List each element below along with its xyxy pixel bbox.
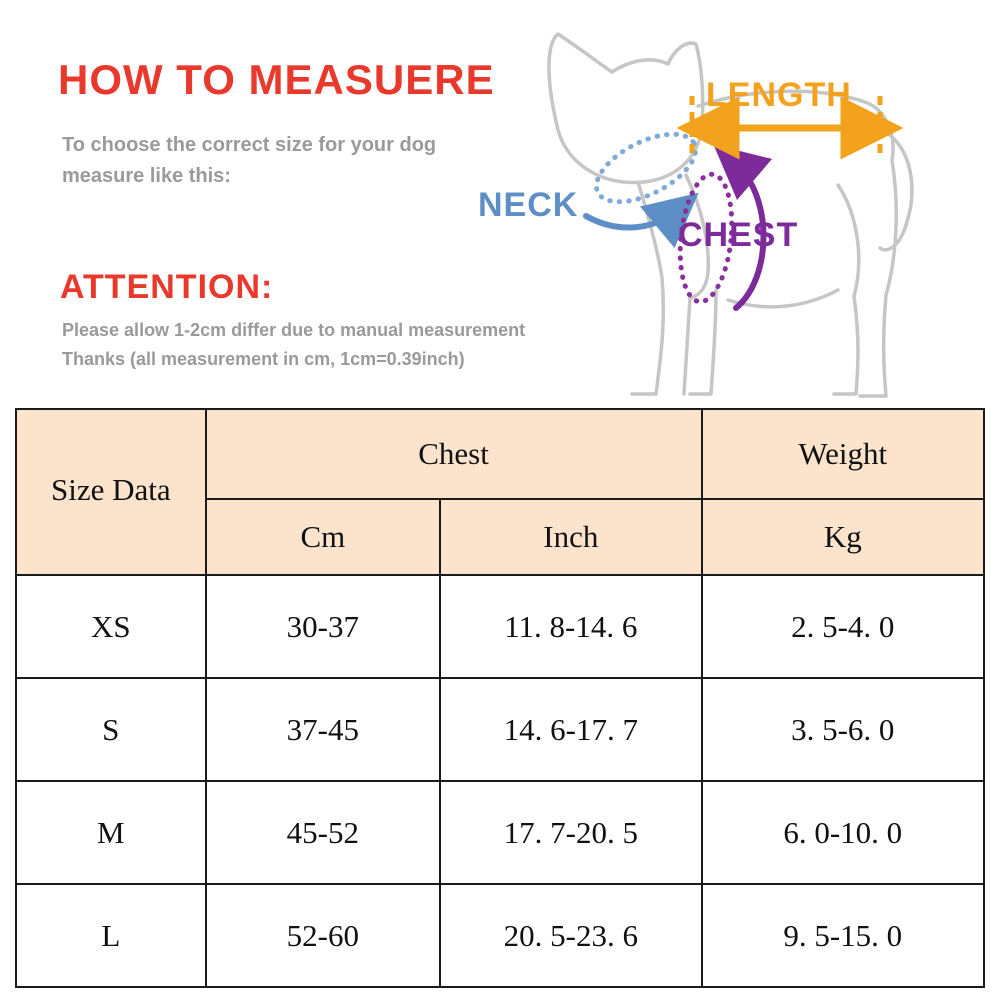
page-title: HOW TO MEASUERE — [58, 56, 495, 103]
sub-header-cm: Cm — [204, 498, 442, 576]
weight-kg-cell: 6. 0-10. 0 — [700, 780, 986, 885]
chest-cm-cell: 52-60 — [204, 883, 442, 988]
weight-kg-cell: 2. 5-4. 0 — [700, 574, 986, 679]
attention-heading: ATTENTION: — [60, 268, 274, 306]
chest-inch-cell: 14. 6-17. 7 — [439, 677, 703, 782]
chest-inch-cell: 20. 5-23. 6 — [439, 883, 703, 988]
corner-label: Size Data — [50, 472, 171, 508]
table-row-xs: XS 30-37 11. 8-14. 6 2. 5-4. 0 — [15, 574, 986, 679]
neck-arrow-icon — [583, 192, 699, 249]
attention-note-line1: Please allow 1-2cm differ due to manual … — [62, 320, 526, 340]
attention-note-line2: Thanks (all measurement in cm, 1cm=0.39i… — [62, 348, 465, 369]
table-row-m: M 45-52 17. 7-20. 5 6. 0-10. 0 — [15, 780, 986, 885]
measure-instructions-line2: measure like this: — [62, 165, 231, 187]
weight-kg-cell: 3. 5-6. 0 — [700, 677, 986, 782]
chest-label: CHEST — [678, 216, 799, 254]
table-row-l: L 52-60 20. 5-23. 6 9. 5-15. 0 — [15, 883, 986, 988]
length-label: LENGTH — [706, 76, 852, 114]
dog-measure-diagram-icon — [547, 32, 914, 398]
column-group-chest: Chest — [204, 408, 703, 500]
chest-cm-cell: 45-52 — [204, 780, 442, 885]
corner-cell: Size Data — [15, 408, 207, 576]
size-cell: S — [15, 677, 207, 782]
chest-cm-cell: 30-37 — [204, 574, 442, 679]
attention-note: Please allow 1-2cm differ due to manual … — [62, 316, 542, 374]
sub-header-kg: Kg — [700, 498, 986, 576]
chest-arrow-icon — [713, 144, 773, 311]
chest-measure-ellipse-icon — [677, 171, 735, 305]
chest-cm-cell: 37-45 — [204, 677, 442, 782]
chest-inch-cell: 11. 8-14. 6 — [439, 574, 703, 679]
size-cell: XS — [15, 574, 207, 679]
measure-instructions: To choose the correct size for your dog … — [62, 130, 436, 192]
table-row-s: S 37-45 14. 6-17. 7 3. 5-6. 0 — [15, 677, 986, 782]
weight-kg-cell: 9. 5-15. 0 — [700, 883, 986, 988]
chest-inch-cell: 17. 7-20. 5 — [439, 780, 703, 885]
size-cell: M — [15, 780, 207, 885]
measure-instructions-line1: To choose the correct size for your dog — [62, 134, 437, 156]
neck-label: NECK — [478, 186, 579, 224]
column-group-weight: Weight — [700, 408, 986, 500]
size-cell: L — [15, 883, 207, 988]
size-table: Size Data Chest Weight Cm Inch Kg XS 30-… — [15, 408, 986, 988]
sub-header-inch: Inch — [439, 498, 703, 576]
